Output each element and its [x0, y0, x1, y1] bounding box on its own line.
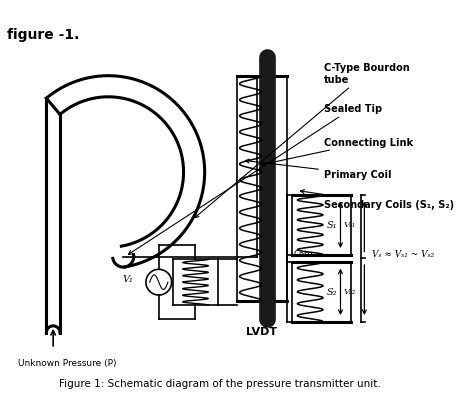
Text: figure -1.: figure -1.: [8, 28, 80, 42]
Text: Vₛ₁: Vₛ₁: [343, 221, 356, 229]
Text: S₂: S₂: [327, 287, 337, 296]
Text: C-Type Bourdon
tube: C-Type Bourdon tube: [195, 63, 410, 218]
Text: Primary Coil: Primary Coil: [246, 160, 392, 179]
Text: S₁: S₁: [327, 220, 337, 229]
Text: Vₛ₂: Vₛ₂: [343, 287, 356, 296]
Text: Figure 1: Schematic diagram of the pressure transmitter unit.: Figure 1: Schematic diagram of the press…: [59, 378, 381, 388]
Text: Core: Core: [294, 250, 313, 259]
Text: Connecting Link: Connecting Link: [261, 138, 413, 166]
Text: Vₛ ≈ Vₛ₁ ~ Vₛ₂: Vₛ ≈ Vₛ₁ ~ Vₛ₂: [372, 249, 434, 259]
Text: Sealed Tip: Sealed Tip: [128, 104, 382, 255]
Text: Secondary Coils (S₁, S₂): Secondary Coils (S₁, S₂): [301, 190, 454, 210]
Text: V₁: V₁: [122, 274, 133, 283]
Text: Unknown Pressure (P): Unknown Pressure (P): [18, 358, 117, 367]
Text: LVDT: LVDT: [246, 326, 277, 337]
